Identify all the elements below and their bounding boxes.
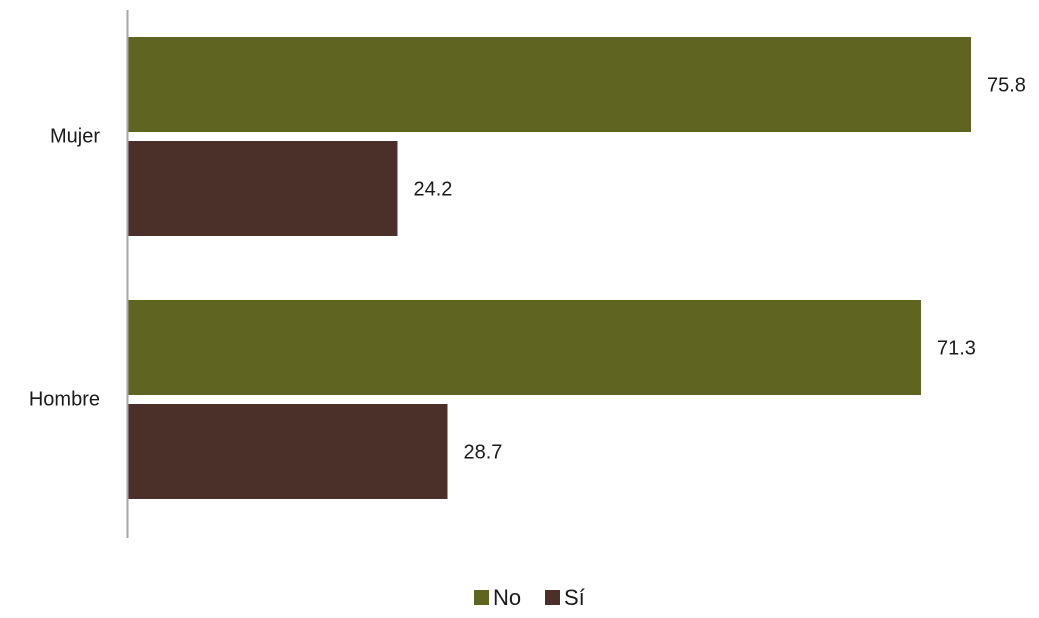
legend-label-si: Sí (564, 585, 585, 610)
data-label-hombre-si: 28.7 (463, 442, 502, 464)
bar-hombre-si (128, 404, 448, 499)
legend-swatch-si (545, 590, 560, 605)
bar-hombre-no (128, 300, 921, 395)
category-label-hombre: Hombre (29, 389, 100, 411)
data-labels: 75.8 24.2 71.3 28.7 (413, 75, 1025, 464)
bar-mujer-si (128, 141, 398, 236)
category-label-mujer: Mujer (50, 126, 100, 148)
category-labels: Mujer Hombre (29, 126, 100, 411)
data-label-hombre-no: 71.3 (937, 338, 976, 360)
data-label-mujer-no: 75.8 (987, 75, 1026, 97)
legend-label-no: No (493, 585, 521, 610)
bars (128, 37, 971, 499)
legend: No Sí (474, 585, 585, 610)
legend-swatch-no (474, 590, 489, 605)
bar-mujer-no (128, 37, 971, 132)
data-label-mujer-si: 24.2 (413, 179, 452, 201)
legend-item-no: No (474, 585, 521, 610)
legend-item-si: Sí (545, 585, 585, 610)
